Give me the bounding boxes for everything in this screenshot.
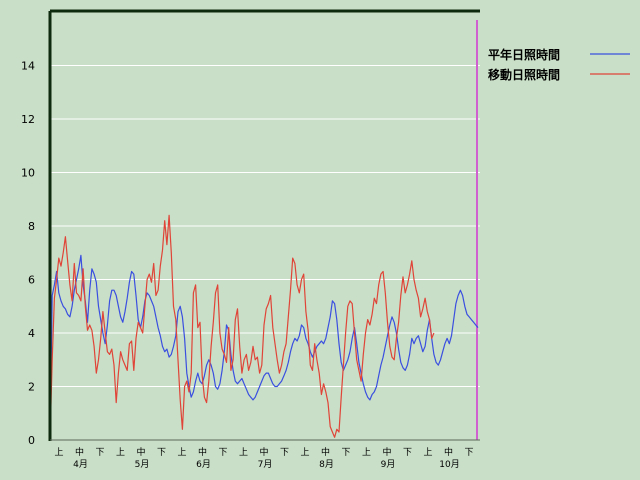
month-label: 7月 xyxy=(258,459,273,470)
series-lines xyxy=(49,214,479,441)
x-tick-label: 下 xyxy=(403,448,412,458)
x-tick-label: 中 xyxy=(382,446,391,458)
month-label: 4月 xyxy=(73,459,88,470)
x-tick-label: 中 xyxy=(75,446,84,458)
month-label: 6月 xyxy=(196,459,211,470)
x-tick-label: 下 xyxy=(157,448,166,458)
month-label: 9月 xyxy=(381,459,396,470)
x-tick-label: 上 xyxy=(300,447,309,458)
legend-label: 平年日照時間 xyxy=(488,47,560,62)
x-tick-label: 中 xyxy=(259,446,268,458)
x-tick-label: 中 xyxy=(136,446,145,458)
legend-label: 移動日照時間 xyxy=(488,67,560,82)
x-tick-label: 上 xyxy=(177,447,186,458)
x-tick-label: 下 xyxy=(280,448,289,458)
x-tick-label: 上 xyxy=(423,447,432,458)
y-tick-label: 8 xyxy=(28,220,35,233)
x-tick-label: 上 xyxy=(116,447,125,458)
x-tick-label: 上 xyxy=(239,447,248,458)
x-tick-label: 上 xyxy=(362,447,371,458)
x-tick-label: 下 xyxy=(218,448,227,458)
month-label: 5月 xyxy=(135,459,150,470)
x-tick-label: 中 xyxy=(321,446,330,458)
series-line-2 xyxy=(49,214,435,441)
y-tick-label: 4 xyxy=(28,327,35,340)
series-line-1 xyxy=(49,254,479,441)
gridlines xyxy=(50,65,480,387)
y-tick-label: 6 xyxy=(28,274,35,287)
month-label: 8月 xyxy=(319,459,334,470)
y-tick-label: 2 xyxy=(28,381,35,394)
month-label: 10月 xyxy=(439,459,459,470)
x-tick-label: 中 xyxy=(198,446,207,458)
y-tick-label: 0 xyxy=(28,434,35,447)
x-tick-label: 下 xyxy=(341,448,350,458)
x-tick-label: 下 xyxy=(95,448,104,458)
x-tick-label: 上 xyxy=(54,447,63,458)
x-tick-label: 下 xyxy=(464,448,473,458)
y-tick-label: 10 xyxy=(21,167,35,180)
y-tick-label: 12 xyxy=(21,113,35,126)
x-axis-ticks: 上中4月下上中5月下上中6月下上中7月下上中8月下上中9月下上中10月下 xyxy=(54,446,473,470)
y-axis-ticks: 0 2 4 6 8 10 12 14 xyxy=(21,60,35,448)
x-tick-label: 中 xyxy=(444,446,453,458)
y-tick-label: 14 xyxy=(21,60,35,73)
